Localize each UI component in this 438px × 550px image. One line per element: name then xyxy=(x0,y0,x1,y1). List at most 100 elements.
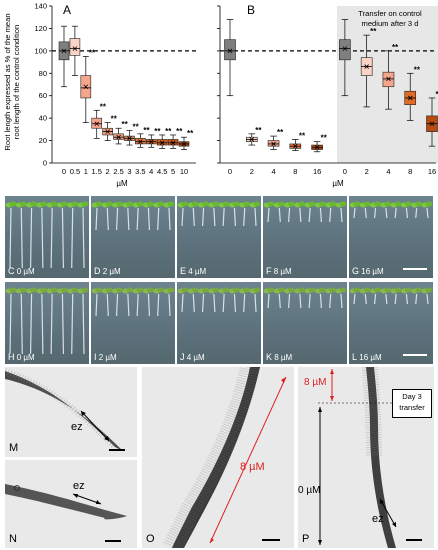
seedling-photo-l: L 16 µM xyxy=(349,282,433,364)
ez-arrow-line-p xyxy=(379,498,397,528)
ez-arrow-line xyxy=(72,493,102,505)
scale-bar-n xyxy=(105,540,121,542)
panel-letter-j: J xyxy=(180,352,185,362)
day3-label: Day 3 xyxy=(402,392,422,401)
x-tick-label: 10 xyxy=(180,167,188,176)
x-tick-label: 1.5 xyxy=(92,167,102,176)
mean-marker xyxy=(116,134,121,140)
x-tick-label: 2 xyxy=(106,167,110,176)
mean-marker xyxy=(314,145,320,150)
box xyxy=(224,39,236,61)
seedlings-drawing xyxy=(91,201,175,231)
photo-label-h: H 0 µM xyxy=(8,352,35,362)
seedling-photo-d: D 2 µM xyxy=(91,196,175,278)
panel-letter-h: H xyxy=(8,352,15,362)
mean-marker xyxy=(159,140,165,146)
significance-marker: ** xyxy=(154,127,161,136)
seedlings-drawing xyxy=(263,201,347,223)
panel-letter-b: B xyxy=(247,3,255,17)
concentration-label: 16 µM xyxy=(357,353,382,362)
seedlings-drawing xyxy=(91,287,175,317)
y-tick-label: 60 xyxy=(39,91,47,100)
mean-marker xyxy=(364,64,369,69)
x-tick-label: 4 xyxy=(271,167,275,176)
y-tick-label: 40 xyxy=(39,114,47,123)
conc-label-p-top: 8 µM xyxy=(304,377,327,388)
root-n-drawing xyxy=(5,484,127,520)
ez-arrow-line xyxy=(80,410,110,442)
mean-marker xyxy=(407,95,413,101)
red-arrow-line xyxy=(209,376,287,544)
significance-marker: ** xyxy=(165,127,172,136)
seedlings-drawing xyxy=(349,201,433,219)
box xyxy=(339,39,351,61)
significance-marker: ** xyxy=(143,126,150,135)
transfer-annotation-line1: Transfer on control xyxy=(358,9,422,18)
x-tick-label: 0 xyxy=(343,167,347,176)
panel-letter-m: M xyxy=(9,442,19,454)
mean-marker xyxy=(72,46,78,51)
y-tick-label: 0 xyxy=(43,159,47,168)
panel-letter-o: O xyxy=(146,533,155,545)
significance-marker: ** xyxy=(277,128,284,137)
x-tick-label: 8 xyxy=(293,167,297,176)
y-tick-label: 140 xyxy=(34,2,47,11)
x-tick-label: 5 xyxy=(171,167,175,176)
mean-marker xyxy=(148,139,154,144)
photo-label-e: E 4 µM xyxy=(180,266,206,276)
mean-marker xyxy=(429,121,435,127)
concentration-label: 8 µM xyxy=(272,353,293,362)
x-tick-label: 16 xyxy=(313,167,321,176)
seedling-photo-e: E 4 µM xyxy=(177,196,261,278)
y-tick-label: 100 xyxy=(34,46,47,55)
micrograph-o: 8 µM O xyxy=(142,367,294,548)
seedling-photo-g: G 16 µM xyxy=(349,196,433,278)
scale-bar-g xyxy=(403,268,427,270)
mean-marker xyxy=(342,46,348,51)
x-tick-label: 4 xyxy=(149,167,153,176)
seedlings-drawing xyxy=(5,287,89,355)
seedling-photo-k: K 8 µM xyxy=(263,282,347,364)
mean-marker xyxy=(249,137,255,142)
seedlings-drawing xyxy=(349,287,433,305)
root-m-drawing xyxy=(5,368,123,451)
mean-marker xyxy=(127,136,132,141)
panel-letter-d: D xyxy=(94,266,101,276)
mean-marker xyxy=(94,121,100,127)
y-tick-label: 20 xyxy=(39,136,47,145)
seedling-photo-f: F 8 µM xyxy=(263,196,347,278)
root-p-drawing xyxy=(318,367,434,548)
x-tick-label: 2 xyxy=(250,167,254,176)
significance-marker: ** xyxy=(414,65,421,74)
concentration-label: 4 µM xyxy=(184,353,205,362)
micrograph-m: ez M xyxy=(5,367,137,457)
day3-transfer-box: Day 3 transfer xyxy=(392,389,432,418)
mean-marker xyxy=(181,141,187,147)
x-axis-unit-b: µM xyxy=(332,179,344,188)
scale-bar-p xyxy=(406,539,422,541)
transfer-annotation-line2: medium after 3 d xyxy=(362,19,419,28)
panel-letter-e: E xyxy=(180,266,187,276)
photo-label-k: K 8 µM xyxy=(266,352,292,362)
significance-marker: ** xyxy=(100,102,107,111)
photo-label-j: J 4 µM xyxy=(180,352,205,362)
scale-bar-l xyxy=(403,354,427,356)
concentration-label: 0 µM xyxy=(14,353,35,362)
panel-letter-c: C xyxy=(8,266,15,276)
significance-marker: ** xyxy=(122,120,129,129)
transfer-label: transfer xyxy=(399,403,425,412)
ez-label-p: ez xyxy=(372,513,384,525)
box xyxy=(69,38,81,56)
y-tick-label: 120 xyxy=(34,24,47,33)
panel-letter-i: I xyxy=(94,352,97,362)
significance-marker: ** xyxy=(370,27,377,36)
seedlings-drawing xyxy=(5,201,89,269)
seedling-photo-h: H 0 µM xyxy=(5,282,89,364)
x-tick-label: 0.5 xyxy=(70,167,80,176)
chart-a: A Root length expressed as % of the mean… xyxy=(3,2,196,188)
seedling-photo-j: J 4 µM xyxy=(177,282,261,364)
concentration-label: 16 µM xyxy=(359,267,384,276)
panel-letter-l: L xyxy=(352,352,358,362)
panel-letter-g: G xyxy=(352,266,360,276)
photo-label-l: L 16 µM xyxy=(352,352,382,362)
